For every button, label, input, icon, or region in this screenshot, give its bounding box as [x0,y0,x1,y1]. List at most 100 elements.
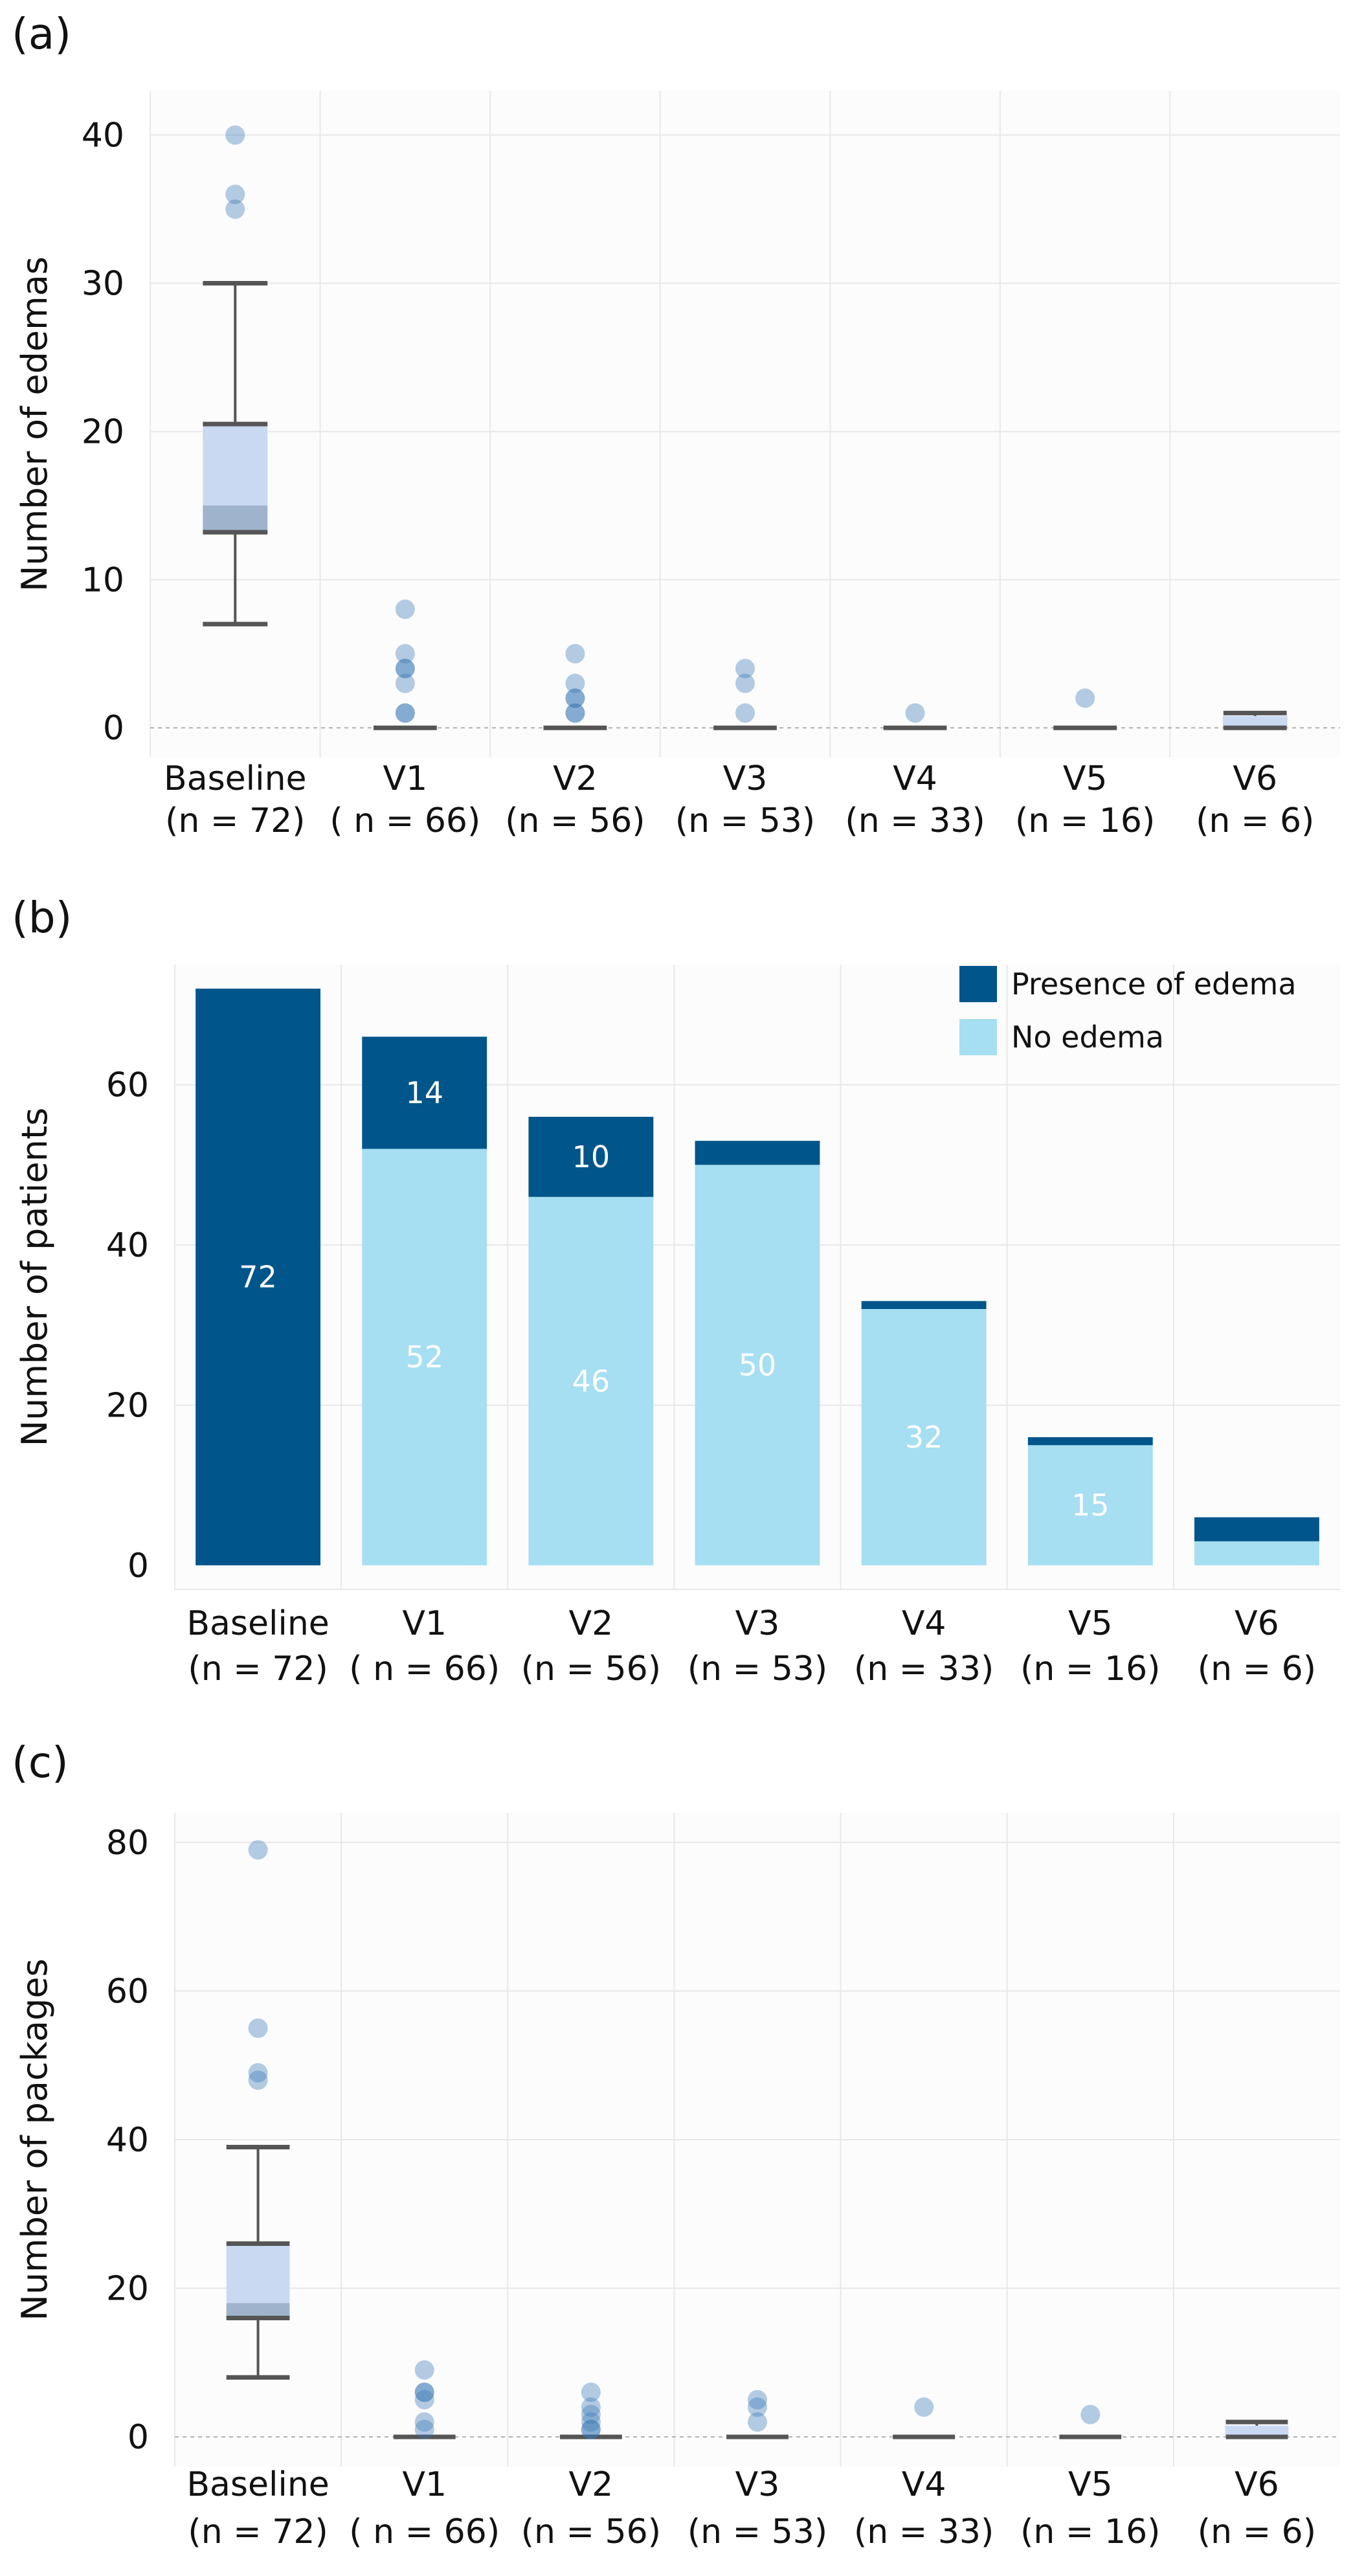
x-category-n-label: (n = 33) [845,801,985,840]
x-category-label: V6 [1235,1604,1279,1643]
x-category-label: V4 [893,759,937,798]
x-category-label: V2 [553,759,598,798]
panel-label: (a) [12,9,71,59]
outlier-point [395,599,415,620]
x-category-label: V3 [735,2465,780,2504]
outlier-point [581,2404,601,2425]
y-tick-label: 0 [128,2418,149,2457]
bar-value-label: 72 [239,1260,277,1295]
x-category-label: V5 [1068,1604,1113,1643]
bar-presence-of-edema [1027,1437,1153,1446]
panel-b-patients-stacked-bar: (b) 0 20 40 60 Number of patients Baseline (n =… [12,893,1340,1688]
panel-label: (c) [12,1738,69,1787]
outlier-point [565,703,585,723]
y-tick-label: 20 [82,412,124,451]
box-lower-band [203,505,268,533]
x-category-label: V3 [723,759,768,798]
x-category-n-label: (n = 16) [1020,1650,1160,1688]
x-category-label: V5 [1068,2465,1113,2504]
x-category-n-label: (n = 72) [188,2513,328,2551]
x-category-label: V4 [902,1604,946,1643]
x-category-n-label: (n = 53) [688,1650,827,1688]
outlier-point [565,688,585,708]
x-category-n-label: (n = 6) [1196,801,1314,840]
bar-no-edema [1194,1541,1319,1565]
bar-no-edema [362,1148,487,1565]
outlier-point [581,2412,601,2432]
outlier-point [225,185,245,205]
outlier-point [395,658,415,678]
outlier-point [581,2397,601,2417]
outlier-point [414,2412,434,2432]
panel-label: (b) [12,893,72,943]
x-category-label: V2 [569,2465,614,2504]
x-category-n-label: ( n = 66) [349,2513,500,2551]
bar-no-edema [1027,1445,1153,1565]
legend-label: No edema [1011,1020,1164,1055]
outlier-point [414,2360,434,2380]
y-axis-title: Number of packages [14,1958,55,2320]
outlier-point [248,2063,268,2083]
y-tick-label: 30 [82,265,124,304]
x-category-label: V3 [735,1604,780,1643]
outlier-point [748,2412,767,2432]
outlier-point [248,2018,268,2038]
x-category-n-label: (n = 33) [854,2513,994,2551]
x-category-label: V1 [402,2465,447,2504]
outlier-point [395,673,415,693]
x-category-label: Baseline [186,2465,329,2504]
x-category-n-label: (n = 16) [1020,2513,1160,2551]
outlier-point [565,644,585,664]
outlier-point [225,199,245,219]
box-iqr [1222,715,1288,728]
x-category-n-label: (n = 72) [165,801,305,840]
x-category-label: V1 [402,1604,447,1643]
panel-c-packages-boxplot: (c) 0 20 40 60 80 Number of packages Baseline (n… [12,1738,1340,2551]
outlier-point [748,2397,767,2417]
y-tick-label: 10 [82,561,124,599]
x-category-n-label: (n = 6) [1198,2513,1316,2551]
x-category-n-label: (n = 56) [505,801,645,840]
x-category-n-label: ( n = 66) [349,1650,500,1688]
outlier-point [581,2419,601,2439]
outlier-point [395,703,415,723]
outlier-point [735,703,755,723]
bar-no-edema [861,1308,987,1565]
x-category-label: V6 [1233,759,1277,798]
x-category-label: Baseline [186,1604,329,1643]
bar-presence-of-edema [362,1036,487,1149]
bar-presence-of-edema [861,1301,987,1309]
outlier-point [581,2419,601,2439]
y-axis-title: Number of edemas [14,256,55,592]
x-category-label: V5 [1063,759,1108,798]
outlier-point [565,703,585,723]
outlier-point [395,658,415,678]
outlier-point [414,2390,434,2410]
box-iqr [1225,2425,1289,2437]
x-category-n-label: (n = 56) [521,1650,661,1688]
outlier-point [395,703,415,723]
bar-presence-of-edema [695,1141,820,1165]
x-category-label: V1 [383,759,428,798]
outlier-point [1075,688,1095,708]
bar-value-label: 14 [405,1075,443,1110]
bar-no-edema [528,1196,654,1565]
legend-label: Presence of edema [1011,967,1297,1002]
y-tick-label: 0 [128,1547,149,1585]
x-category-n-label: (n = 56) [521,2513,661,2551]
x-category-label: Baseline [164,759,306,798]
bar-value-label: 50 [739,1348,777,1383]
bar-value-label: 52 [405,1339,443,1374]
bar-value-label: 46 [572,1363,610,1398]
x-category-n-label: (n = 53) [675,801,815,840]
outlier-point [248,2070,268,2090]
outlier-point [395,644,415,664]
outlier-point [748,2390,767,2410]
outlier-point [414,2382,434,2402]
bar-presence-of-edema [1194,1517,1319,1541]
y-tick-label: 40 [106,2121,149,2160]
box-lower-band [226,2303,290,2318]
outlier-point [225,125,245,145]
